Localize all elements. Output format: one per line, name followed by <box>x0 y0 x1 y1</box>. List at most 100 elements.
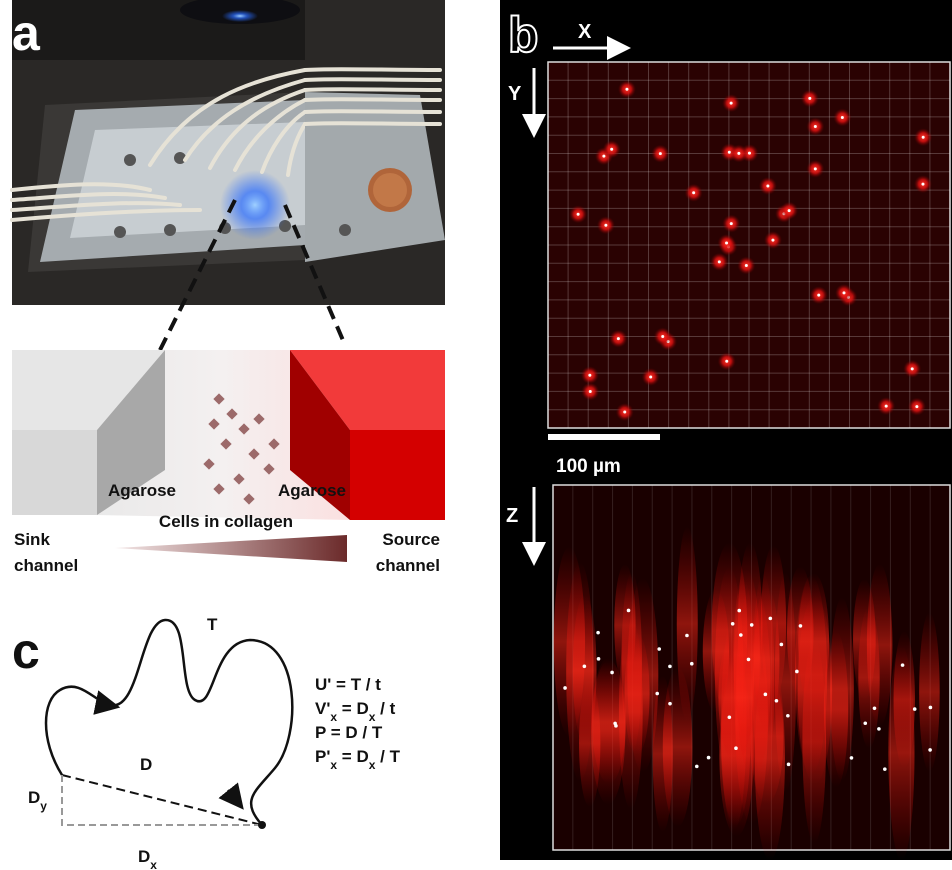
cell-center <box>610 671 614 675</box>
cell-streak <box>798 573 829 710</box>
cell-center <box>657 647 661 651</box>
cell-center <box>718 260 721 263</box>
cell-center <box>692 191 695 194</box>
cell-center <box>921 183 924 186</box>
cell-center <box>748 152 751 155</box>
source-label: Source <box>382 530 440 549</box>
sink-label: channel <box>14 556 78 575</box>
cell-streak <box>888 645 914 860</box>
cell-center <box>771 239 774 242</box>
panel-label: b <box>508 7 539 63</box>
cell-streak <box>830 597 854 780</box>
trajectory <box>46 620 292 829</box>
photo-right <box>305 0 445 305</box>
scale-bar <box>548 434 660 440</box>
xz-image <box>553 485 950 860</box>
text-part: P = D / T <box>315 723 383 742</box>
equation: P'x = Dx / T <box>315 747 401 772</box>
cell-center <box>625 88 628 91</box>
subscript: x <box>150 858 157 870</box>
cell-streak <box>919 613 940 772</box>
cell-center <box>737 609 741 613</box>
cell-center <box>787 763 791 767</box>
cell-center <box>659 152 662 155</box>
text-part: V' <box>315 699 330 718</box>
cell-center <box>695 765 699 769</box>
cell-center <box>922 136 925 139</box>
cell-center <box>775 699 779 703</box>
cell-center <box>655 692 659 696</box>
cell-center <box>707 756 711 760</box>
text-part: U' = T / t <box>315 675 381 694</box>
cell-center <box>604 224 607 227</box>
cell-center <box>690 662 694 666</box>
photo <box>12 0 305 305</box>
cell-streak <box>703 590 729 713</box>
cell-center <box>814 125 817 128</box>
cell-center <box>627 609 631 613</box>
cell-center <box>734 746 738 750</box>
cell-streak <box>677 527 698 721</box>
cell-center <box>841 116 844 119</box>
sink-label: Sink <box>14 530 50 549</box>
cell-center <box>885 405 888 408</box>
cell-center <box>817 294 820 297</box>
axis-label: Y <box>508 83 522 105</box>
cell-center <box>915 405 918 408</box>
cell-center <box>788 209 791 212</box>
cell-center <box>795 670 799 674</box>
cell-streak <box>754 587 780 730</box>
cell-center <box>739 633 743 637</box>
cell-center <box>613 722 617 726</box>
cell-center <box>668 665 672 669</box>
cell-center <box>583 664 587 668</box>
cell-center <box>731 622 735 626</box>
dy-label: Dy <box>28 788 47 813</box>
cell-center <box>747 658 751 662</box>
text-part: / t <box>375 699 395 718</box>
cell-center <box>728 715 732 719</box>
equation: V'x = Dx / t <box>315 699 396 724</box>
axis-label: X <box>578 21 592 43</box>
agarose-label: Agarose <box>108 481 176 500</box>
cell-center <box>597 657 601 661</box>
cell-center <box>814 167 817 170</box>
equation: U' = T / t <box>315 675 381 694</box>
cell-streak <box>566 562 593 781</box>
text-part: P' <box>315 747 330 766</box>
cell-streak <box>858 607 879 748</box>
subscript: y <box>40 799 47 813</box>
cell-center <box>764 693 768 697</box>
cell-center <box>873 706 877 710</box>
equations: U' = T / t V'x = Dx / tP = D / T P'x = Dx … <box>315 675 401 772</box>
cell-center <box>745 264 748 267</box>
path-label: T <box>207 615 218 634</box>
cell-center <box>623 411 626 414</box>
cell-center <box>769 617 773 621</box>
cells-label: Cells in collagen <box>159 512 293 531</box>
cell-center <box>786 714 790 718</box>
cell-streak <box>592 661 626 784</box>
cell-center <box>780 643 784 647</box>
text-part: / T <box>375 747 400 766</box>
equation: P = D / T <box>315 723 383 742</box>
cell-center <box>799 624 803 628</box>
cell-center <box>928 748 932 752</box>
cell-center <box>850 756 854 760</box>
source-label: channel <box>376 556 440 575</box>
cell-center <box>563 686 567 690</box>
text-part: D <box>28 788 40 807</box>
cell-center <box>750 623 754 627</box>
cell-center <box>649 376 652 379</box>
cell-center <box>913 707 917 711</box>
text-part: D <box>138 847 150 866</box>
cell-center <box>588 374 591 377</box>
cell-center <box>610 148 613 151</box>
cell-center <box>843 291 846 294</box>
cell-center <box>883 767 887 771</box>
cell-center <box>577 213 580 216</box>
cell-center <box>808 97 811 100</box>
cell-center <box>725 360 728 363</box>
cell-center <box>617 337 620 340</box>
cell-center <box>766 184 769 187</box>
